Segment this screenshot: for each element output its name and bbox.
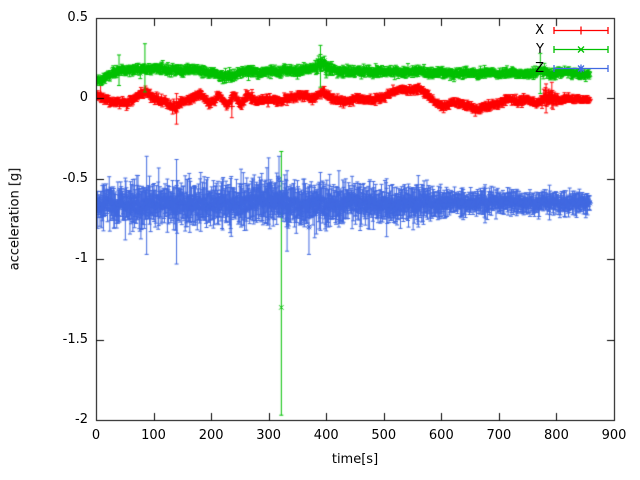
x-tick-label: 800 — [544, 428, 569, 443]
x-tick-label: 200 — [198, 428, 224, 443]
x-tick-label: 100 — [141, 428, 166, 443]
x-tick-label: 700 — [486, 428, 512, 443]
legend-label: Y — [536, 42, 544, 57]
legend-label: X — [535, 23, 544, 38]
x-tick-label: 900 — [601, 428, 627, 443]
legend-entry-x: X — [532, 21, 610, 40]
legend-sample-star-icon — [553, 64, 609, 73]
legend-entry-z: Z — [532, 59, 610, 78]
y-tick-label: 0.5 — [67, 10, 88, 25]
x-tick-label: 500 — [371, 428, 397, 443]
y-tick-label: -0.5 — [62, 170, 88, 186]
x-tick-label: 0 — [91, 428, 101, 443]
legend-label: Z — [535, 61, 544, 76]
legend-entry-y: Y — [532, 40, 610, 59]
x-tick-label: 400 — [313, 428, 339, 443]
y-tick-label: -1 — [75, 251, 88, 267]
y-tick-label: -2 — [75, 412, 88, 427]
y-tick-label: 0 — [79, 90, 88, 106]
y-axis-label: acceleration [g] — [7, 167, 23, 271]
legend-sample-plus-icon — [553, 26, 609, 35]
x-tick-label: 300 — [256, 428, 282, 443]
x-axis-label: time[s] — [331, 452, 379, 467]
x-tick-label: 600 — [428, 428, 454, 443]
y-tick-label: -1.5 — [62, 331, 88, 347]
legend-sample-cross-icon — [553, 46, 609, 53]
